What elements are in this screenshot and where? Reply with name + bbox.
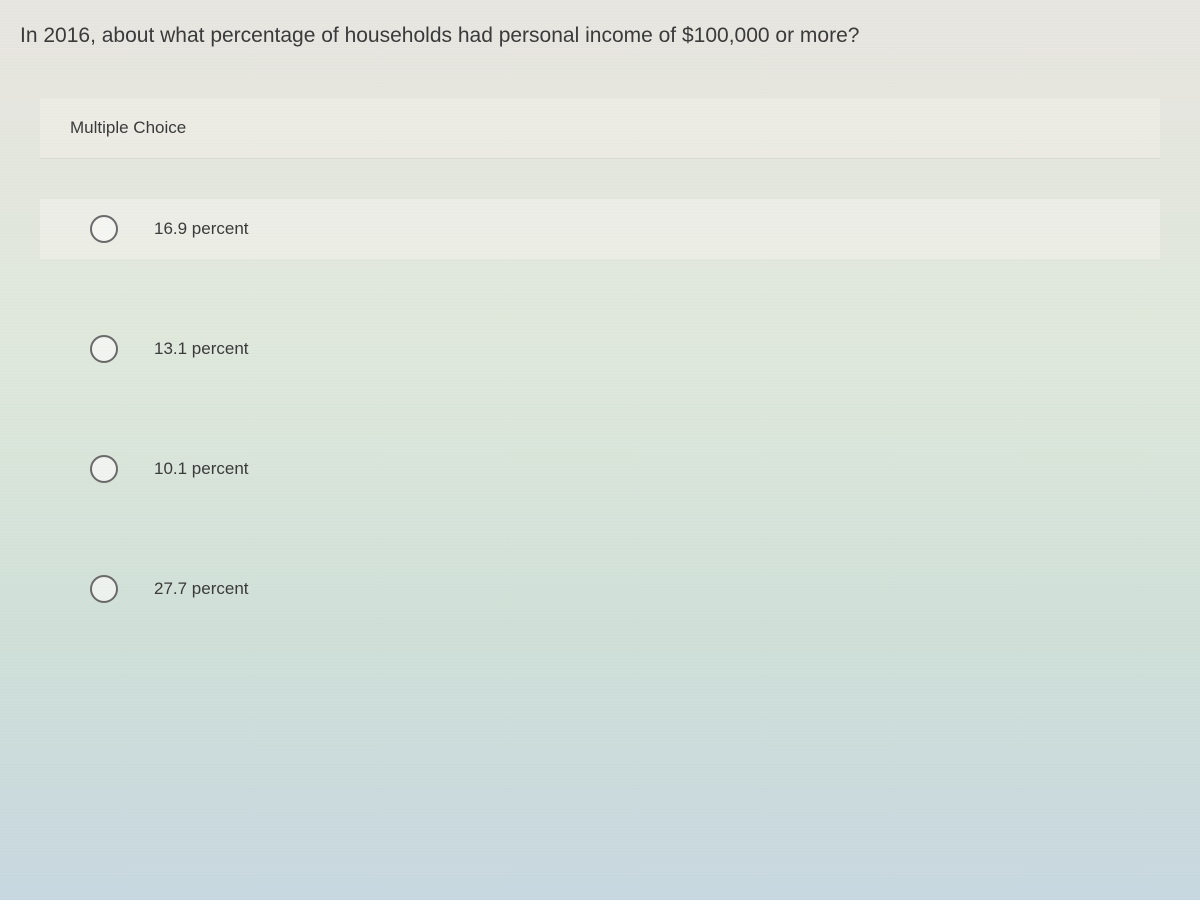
option-label: 10.1 percent [154,459,249,479]
option-label: 13.1 percent [154,339,249,359]
section-header: Multiple Choice [40,98,1160,159]
radio-icon[interactable] [90,455,118,483]
option-row[interactable]: 13.1 percent [40,319,1160,379]
options-area: 16.9 percent 13.1 percent 10.1 percent 2… [40,159,1160,619]
radio-icon[interactable] [90,575,118,603]
question-text: In 2016, about what percentage of househ… [0,0,1200,68]
option-label: 16.9 percent [154,219,249,239]
option-row[interactable]: 27.7 percent [40,559,1160,619]
option-label: 27.7 percent [154,579,249,599]
option-row[interactable]: 10.1 percent [40,439,1160,499]
multiple-choice-container: Multiple Choice 16.9 percent 13.1 percen… [40,98,1160,619]
radio-icon[interactable] [90,335,118,363]
option-row[interactable]: 16.9 percent [40,199,1160,259]
radio-icon[interactable] [90,215,118,243]
